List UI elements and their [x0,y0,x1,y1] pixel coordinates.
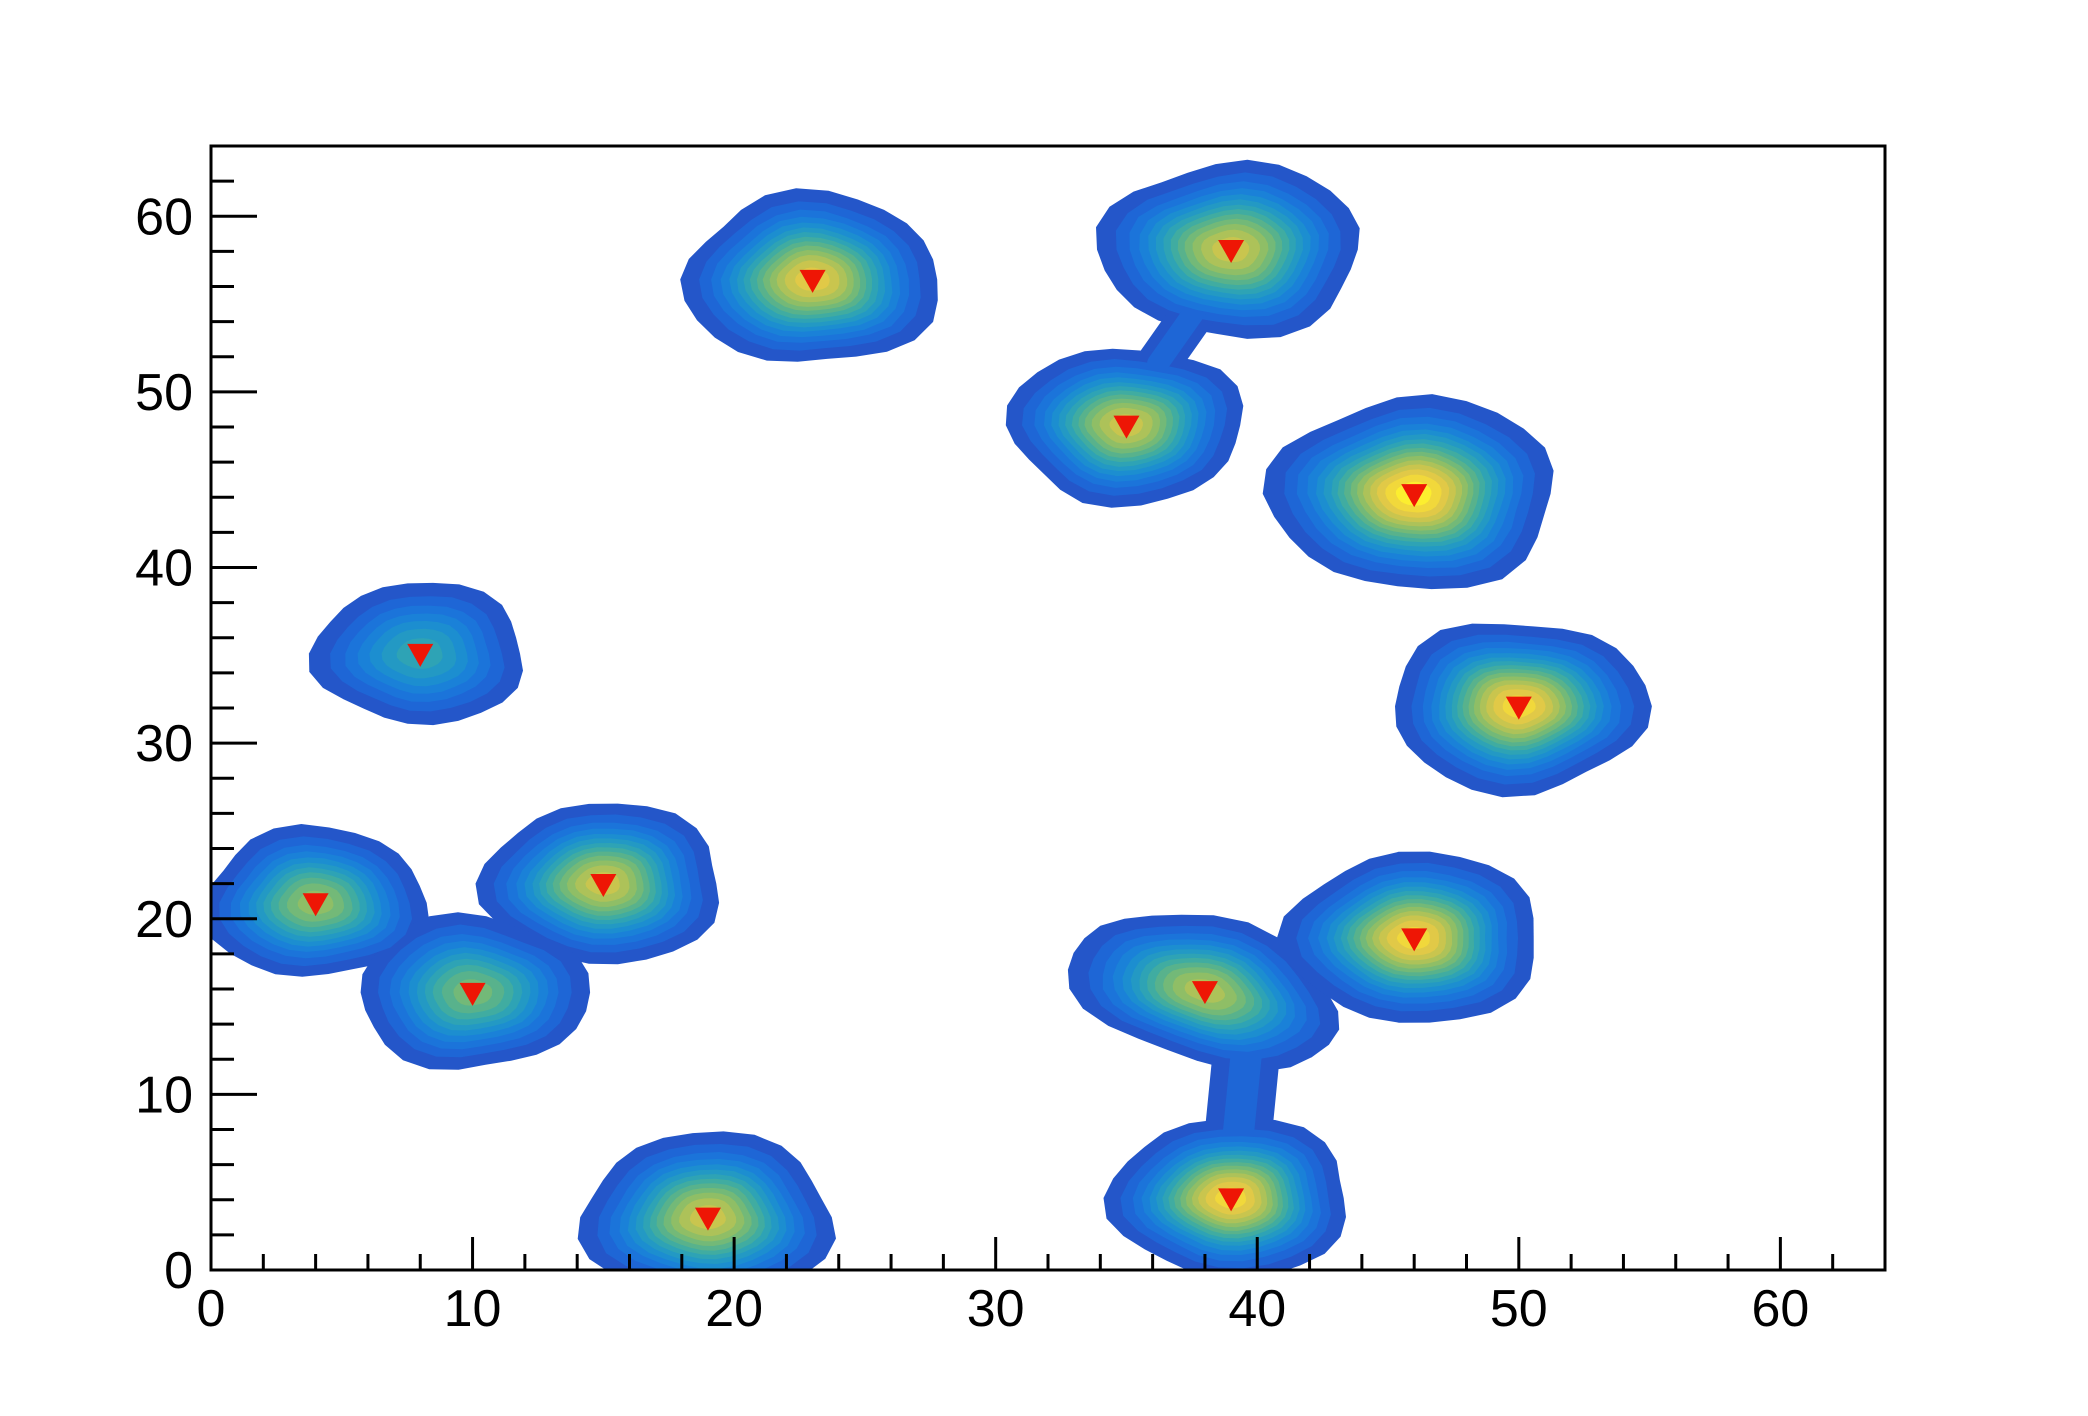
y-tick-label: 10 [135,1066,193,1124]
peak-marker-icon [1505,696,1532,720]
x-tick-label: 10 [444,1280,502,1338]
y-tick-label: 30 [135,715,193,773]
peak-marker-icon [459,982,486,1006]
y-tick-label: 50 [135,364,193,422]
x-tick-label: 0 [197,1280,226,1338]
contour-bridge-0-l2 [1147,289,1214,375]
peak-marker-icon [694,1207,721,1231]
x-tick-label: 50 [1490,1280,1548,1338]
peak-marker-icon [407,643,434,667]
y-tick-label: 20 [135,891,193,949]
y-tick-label: 0 [164,1242,193,1300]
peak-marker-icon [1218,1188,1245,1212]
peak-markers [302,239,1532,1231]
x-tick-label: 30 [967,1280,1025,1338]
peak-marker-icon [1401,928,1428,952]
contour-layers [211,159,1652,1270]
peak-marker-icon [590,873,617,897]
peak-marker-icon [1191,981,1218,1005]
peak-marker-icon [799,269,826,293]
peak-marker-icon [1218,239,1245,263]
peak-marker-icon [1113,415,1140,439]
x-tick-label: 60 [1751,1280,1809,1338]
x-tick-label: 40 [1228,1280,1286,1338]
y-tick-label: 40 [135,540,193,598]
peak-marker-icon [302,893,329,917]
peak-marker-icon [1401,484,1428,508]
y-tick-label: 60 [135,188,193,246]
x-tick-label: 20 [705,1280,763,1338]
